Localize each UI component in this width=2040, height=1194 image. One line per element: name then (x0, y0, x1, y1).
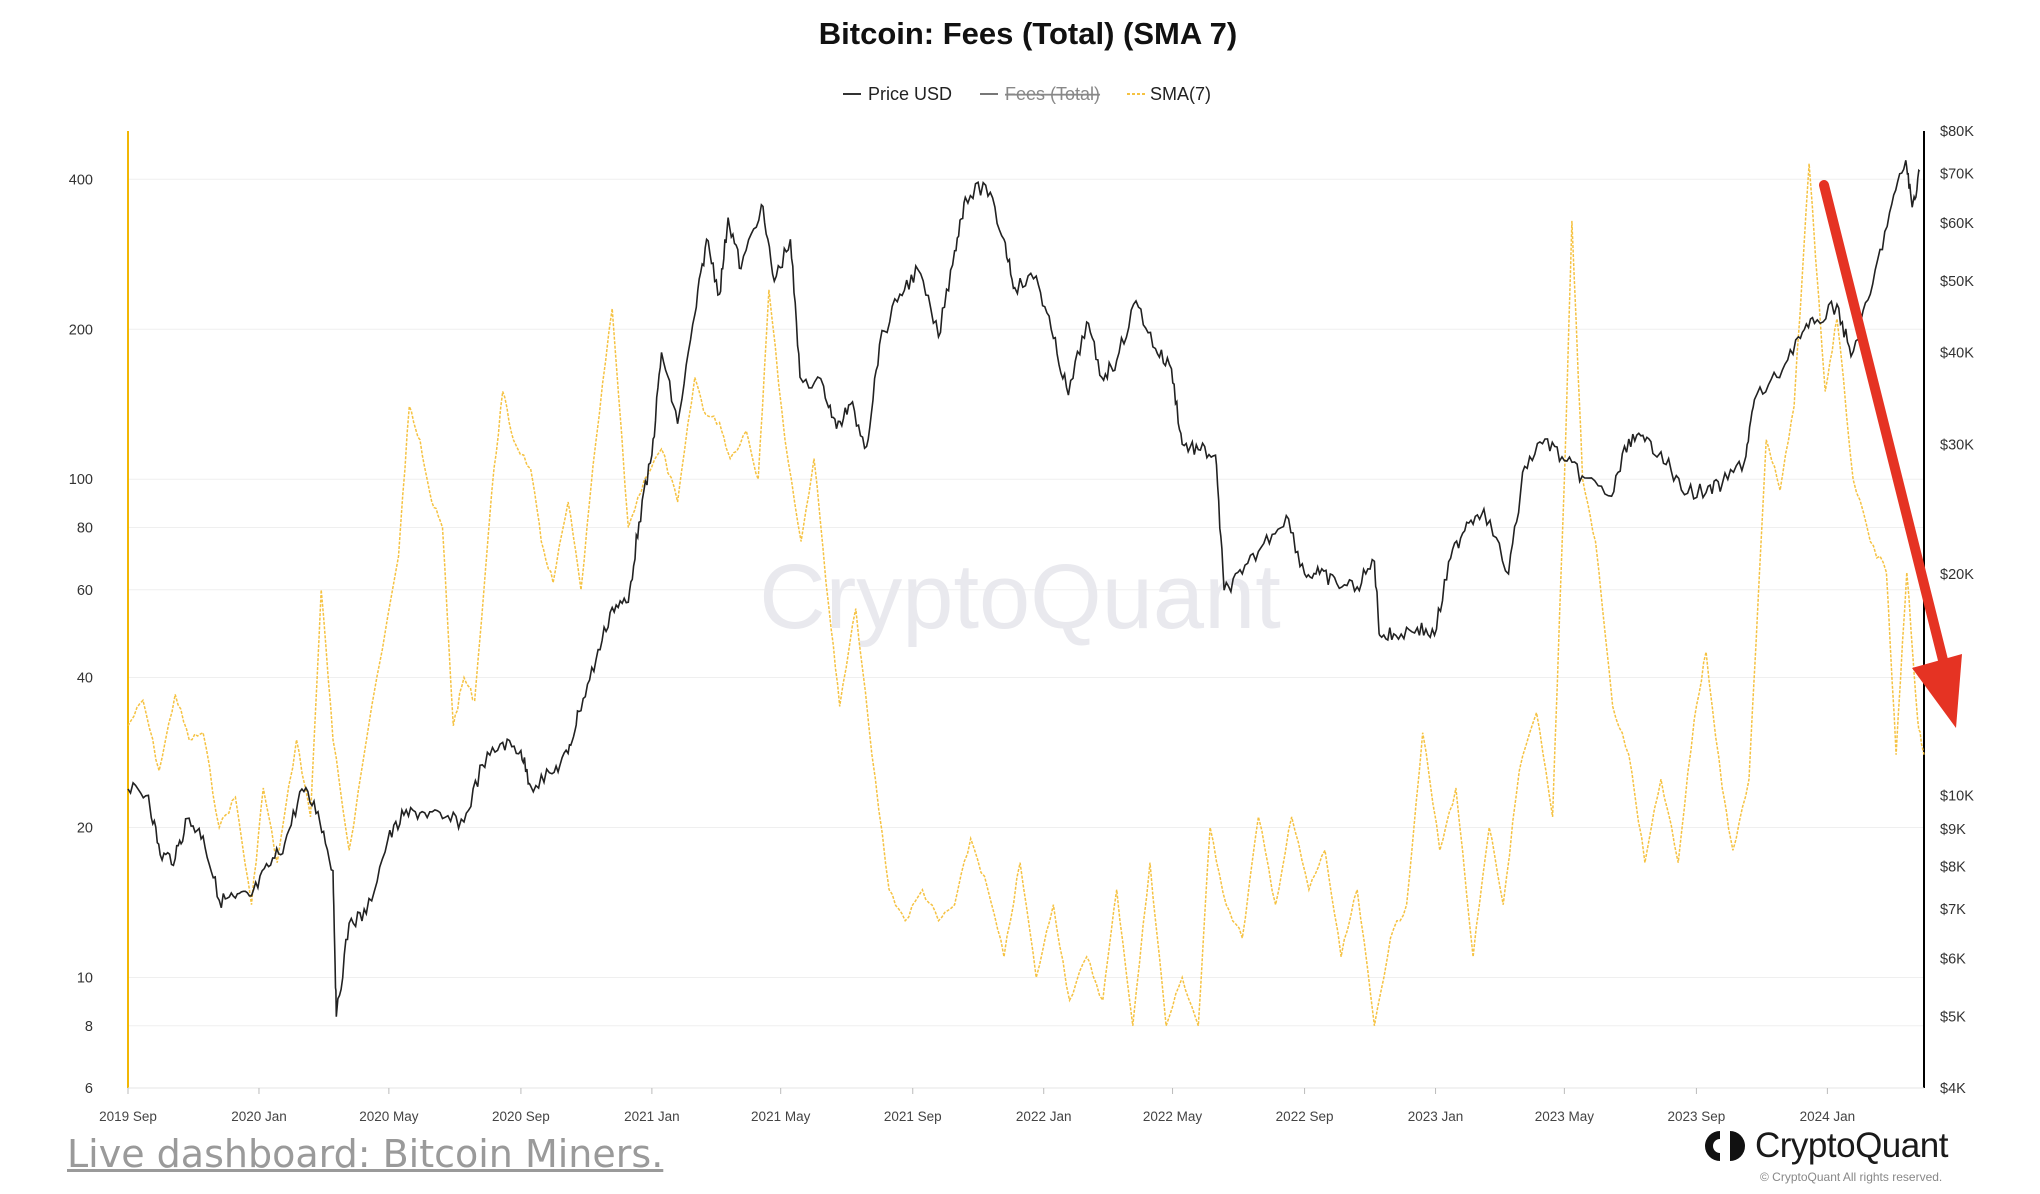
series-price-line (127, 160, 1921, 1017)
brand-logo-block: CryptoQuant (1703, 1126, 1948, 1166)
x-tick-label: 2020 Jan (231, 1109, 287, 1124)
right-tick-label: $5K (1940, 1010, 1966, 1026)
x-tick-label: 2022 May (1143, 1109, 1203, 1124)
left-axis-ticks: 400 200 100 80 60 40 20 10 8 6 (69, 172, 93, 1097)
left-tick-label: 100 (69, 472, 93, 488)
arrow-shaft (1819, 180, 1953, 685)
brand-name: CryptoQuant (1755, 1126, 1948, 1165)
right-tick-label: $6K (1940, 951, 1966, 967)
dashboard-link[interactable]: Live dashboard: Bitcoin Miners. (67, 1132, 664, 1176)
right-tick-label: $9K (1940, 822, 1966, 838)
cryptoquant-logo-icon (1705, 1131, 1745, 1161)
left-tick-label: 200 (69, 322, 93, 338)
right-tick-label: $4K (1940, 1081, 1966, 1097)
left-tick-label: 400 (69, 172, 93, 188)
legend-price-label[interactable]: Price USD (868, 84, 952, 104)
right-tick-label: $50K (1940, 274, 1974, 290)
arrow-head (1912, 654, 1962, 728)
x-tick-label: 2023 Jan (1408, 1109, 1464, 1124)
x-tick-label: 2023 May (1535, 1109, 1595, 1124)
x-tick-label: 2021 Jan (624, 1109, 680, 1124)
right-tick-label: $70K (1940, 167, 1974, 183)
copyright-text: © CryptoQuant All rights reserved. (1760, 1170, 1943, 1184)
right-tick-label: $30K (1940, 437, 1974, 453)
right-axis-ticks: $80K $70K $60K $50K $40K $30K $20K $10K $9K $8K $7… (1940, 124, 1974, 1097)
x-tick-label: 2021 May (751, 1109, 811, 1124)
x-tick-label: 2020 Sep (492, 1109, 550, 1124)
right-tick-label: $7K (1940, 902, 1966, 918)
left-tick-label: 80 (77, 521, 93, 537)
red-arrow-annotation (1819, 180, 1962, 728)
right-tick-label: $80K (1940, 124, 1974, 140)
right-tick-label: $60K (1940, 216, 1974, 232)
left-tick-label: 40 (77, 671, 93, 687)
legend-fees-label[interactable]: Fees (Total) (1005, 84, 1100, 104)
left-tick-label: 10 (77, 970, 93, 986)
x-axis-ticks: 2019 Sep 2020 Jan 2020 May 2020 Sep 2021 Jan… (99, 1088, 1855, 1124)
right-tick-label: $8K (1940, 860, 1966, 876)
right-tick-label: $10K (1940, 788, 1974, 804)
series-sma7-line (127, 163, 1925, 1027)
x-tick-label: 2022 Jan (1016, 1109, 1072, 1124)
x-tick-label: 2020 May (359, 1109, 419, 1124)
chart-title: Bitcoin: Fees (Total) (SMA 7) (819, 16, 1238, 51)
x-tick-label: 2021 Sep (884, 1109, 942, 1124)
legend-sma-label[interactable]: SMA(7) (1150, 84, 1211, 104)
left-tick-label: 6 (85, 1081, 93, 1097)
x-tick-label: 2024 Jan (1800, 1109, 1856, 1124)
left-tick-label: 60 (77, 583, 93, 599)
left-tick-label: 8 (85, 1019, 93, 1035)
x-tick-label: 2022 Sep (1276, 1109, 1334, 1124)
legend: Price USD Fees (Total) SMA(7) (843, 84, 1211, 104)
left-tick-label: 20 (77, 820, 93, 836)
right-tick-label: $20K (1940, 567, 1974, 583)
watermark: CryptoQuant (759, 546, 1281, 648)
right-tick-label: $40K (1940, 345, 1974, 361)
x-tick-label: 2023 Sep (1668, 1109, 1726, 1124)
x-tick-label: 2019 Sep (99, 1109, 157, 1124)
